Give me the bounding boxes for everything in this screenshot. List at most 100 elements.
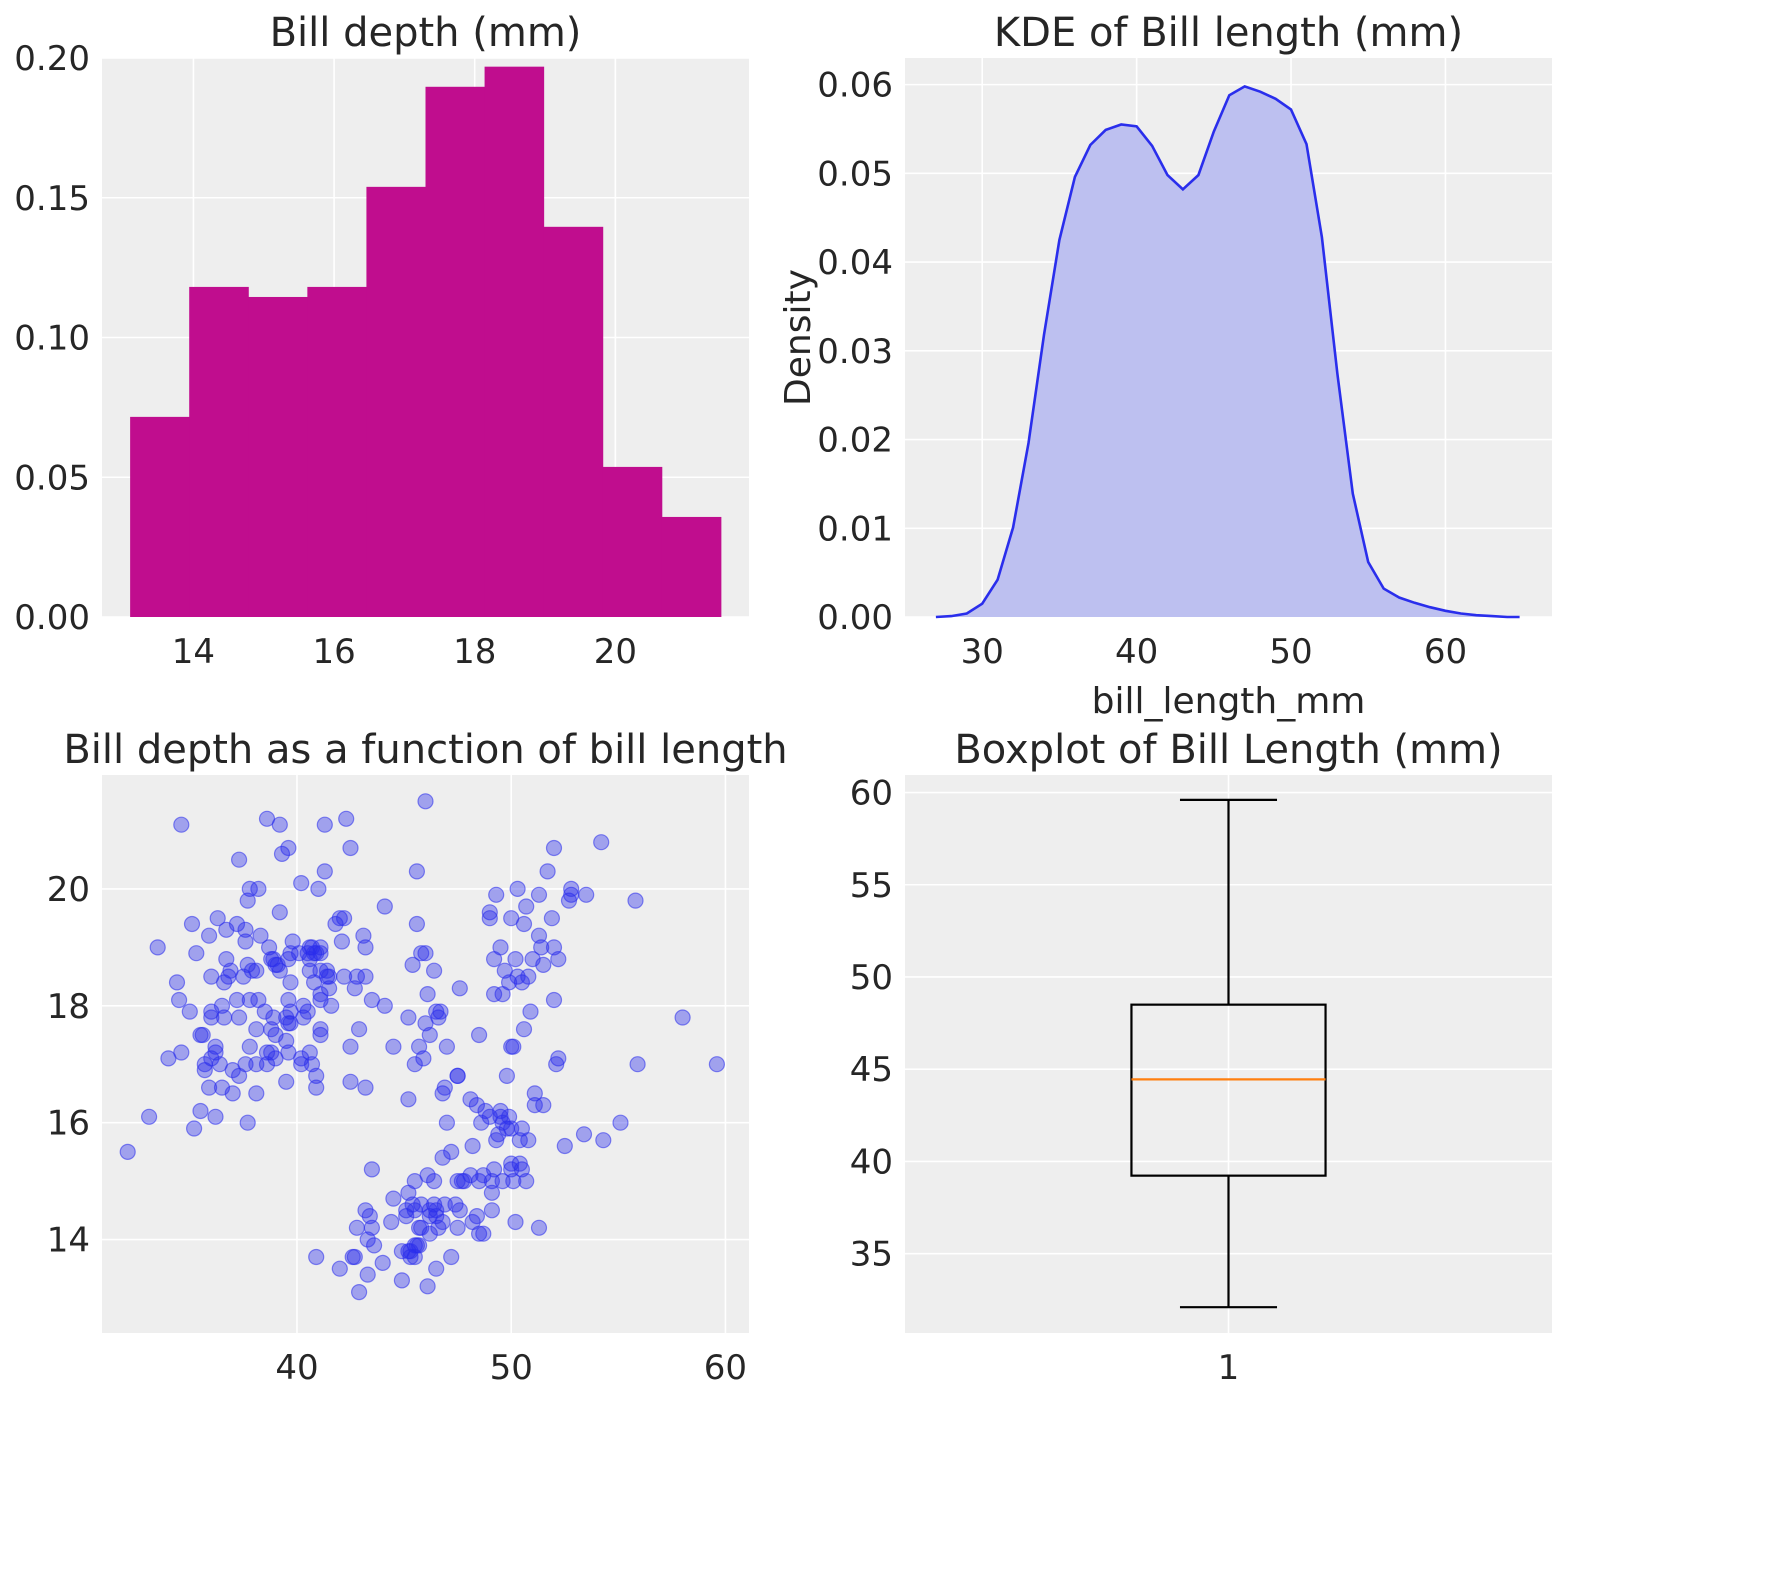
scatter-point bbox=[515, 1021, 533, 1038]
scatter-point bbox=[237, 933, 254, 950]
scatter-point bbox=[535, 956, 552, 974]
x-tick-label: 40 bbox=[275, 1348, 318, 1388]
scatter-point bbox=[526, 1096, 543, 1114]
y-tick-label: 0.00 bbox=[817, 598, 893, 638]
y-tick-label: 0.10 bbox=[14, 319, 90, 359]
panel-hist: 14 16 18 20 0.00 0.05 0.10 0.15 0.20 Bill depth (… bbox=[14, 10, 749, 672]
histogram-bar bbox=[661, 516, 722, 617]
scatter-point bbox=[471, 1026, 488, 1044]
scatter-point bbox=[413, 945, 430, 962]
y-tick-label: 0.05 bbox=[817, 154, 893, 194]
scatter-point bbox=[505, 1172, 522, 1190]
scatter-point bbox=[417, 793, 434, 810]
scatter-point bbox=[530, 1219, 548, 1236]
scatter-point bbox=[432, 1003, 449, 1020]
scatter-point bbox=[376, 997, 393, 1014]
scatter-point bbox=[451, 980, 468, 997]
y-tick-label: 0.04 bbox=[817, 243, 893, 283]
scatter-point bbox=[612, 1114, 629, 1131]
scatter-point bbox=[207, 1038, 224, 1055]
scatter-point bbox=[400, 1091, 417, 1108]
scatter-point bbox=[518, 1172, 535, 1190]
scatter-point bbox=[398, 1202, 415, 1219]
scatter-point bbox=[331, 910, 348, 927]
y-tick-label: 35 bbox=[850, 1235, 893, 1275]
scatter-point bbox=[299, 1003, 316, 1020]
scatter-point bbox=[336, 968, 353, 985]
scatter-point bbox=[556, 1137, 573, 1155]
scatter-point bbox=[239, 1114, 256, 1131]
y-tick-label: 0.03 bbox=[817, 332, 893, 372]
y-tick-label: 0.20 bbox=[14, 39, 90, 79]
scatter-point bbox=[278, 1073, 295, 1090]
scatter-point bbox=[507, 1213, 524, 1231]
scatter-point bbox=[228, 915, 246, 933]
scatter-point bbox=[338, 810, 355, 827]
scatter-point bbox=[428, 1260, 445, 1277]
scatter-point bbox=[629, 1056, 646, 1073]
scatter-point bbox=[563, 880, 580, 898]
panel-box: 1 35 40 45 50 55 60 Boxplot of Bill Length (mm) bbox=[850, 727, 1552, 1388]
scatter-point bbox=[522, 1003, 539, 1020]
scatter-point bbox=[376, 898, 393, 915]
scatter-point bbox=[421, 1225, 438, 1242]
scatter-point bbox=[518, 898, 535, 915]
scatter-point bbox=[348, 968, 365, 985]
y-tick-label: 0.01 bbox=[817, 509, 893, 549]
scatter-point bbox=[674, 1009, 691, 1026]
scatter-point bbox=[308, 1067, 325, 1085]
scatter-point bbox=[483, 1202, 500, 1219]
scatter-point bbox=[342, 839, 359, 857]
scatter-point bbox=[149, 939, 166, 956]
scatter-point bbox=[241, 1038, 258, 1055]
scatter-point bbox=[331, 1260, 348, 1277]
kde-line bbox=[935, 84, 1520, 619]
scatter-point bbox=[530, 886, 548, 903]
histogram-bar bbox=[307, 286, 367, 617]
scatter-point bbox=[203, 1009, 220, 1026]
histogram-bar bbox=[189, 286, 249, 617]
histogram-bar bbox=[425, 86, 486, 617]
scatter-point bbox=[282, 974, 299, 991]
scatter-point bbox=[438, 1114, 455, 1131]
scatter-point bbox=[627, 892, 644, 909]
scatter-point bbox=[449, 1067, 466, 1085]
scatter-point bbox=[578, 886, 595, 903]
y-tick-label: 60 bbox=[850, 774, 893, 814]
scatter-point bbox=[312, 985, 329, 1003]
histogram-bar bbox=[130, 416, 190, 617]
scatter-point bbox=[248, 962, 265, 979]
y-tick-label: 50 bbox=[850, 958, 893, 998]
chart-title: Bill depth (mm) bbox=[270, 10, 582, 56]
scatter-point bbox=[374, 1254, 391, 1272]
scatter-point bbox=[201, 927, 218, 944]
scatter-point bbox=[462, 1091, 479, 1108]
scatter-point bbox=[468, 1096, 485, 1114]
scatter-point bbox=[361, 1207, 378, 1225]
scatter-point bbox=[451, 1202, 468, 1219]
y-tick-label: 45 bbox=[850, 1050, 893, 1090]
scatter-point bbox=[258, 1044, 276, 1061]
scatter-point bbox=[213, 997, 231, 1014]
scatter-point bbox=[231, 851, 248, 868]
scatter-point bbox=[475, 1225, 492, 1242]
scatter-point bbox=[417, 945, 434, 962]
scatter-point bbox=[265, 1009, 282, 1026]
scatter-point bbox=[413, 1196, 430, 1213]
scatter-point bbox=[501, 1108, 518, 1125]
x-tick-label: 50 bbox=[1269, 632, 1312, 672]
scatter-point bbox=[250, 880, 267, 898]
scatter-point bbox=[357, 939, 374, 956]
chart-title: KDE of Bill length (mm) bbox=[994, 10, 1463, 56]
scatter-point bbox=[351, 1283, 368, 1301]
scatter-point bbox=[173, 1044, 190, 1061]
scatter-point bbox=[419, 1167, 436, 1184]
scatter-point bbox=[312, 962, 329, 979]
scatter-point bbox=[434, 1213, 451, 1231]
scatter-point bbox=[256, 1003, 273, 1020]
scatter-point bbox=[481, 910, 498, 927]
y-tick-label: 0.05 bbox=[14, 458, 90, 498]
scatter-point bbox=[188, 945, 205, 962]
scatter-point bbox=[400, 1009, 417, 1026]
